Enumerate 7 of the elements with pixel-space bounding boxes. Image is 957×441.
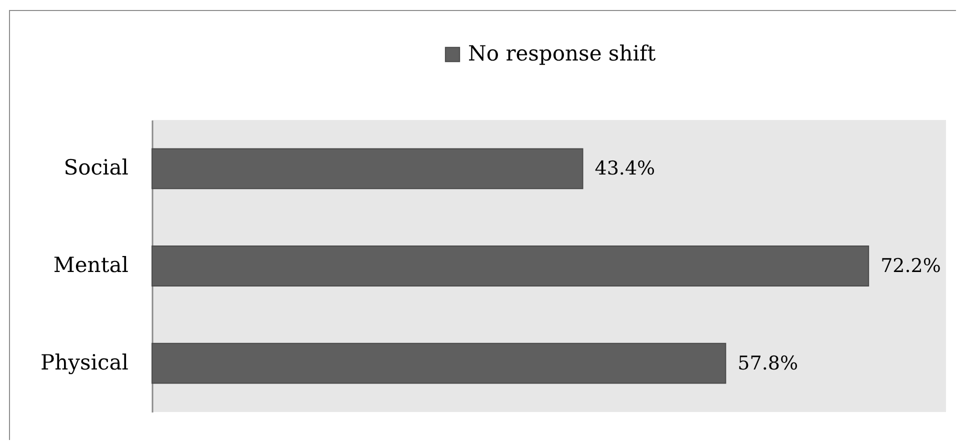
data-label: 43.4% — [594, 158, 656, 180]
data-label: 72.2% — [880, 255, 941, 277]
legend-label: No response shift — [468, 42, 656, 66]
y-tick-label: Social — [64, 156, 129, 180]
y-tick-label: Mental — [53, 253, 129, 277]
data-label: 57.8% — [738, 352, 798, 374]
y-tick-label: Physical — [40, 350, 129, 374]
